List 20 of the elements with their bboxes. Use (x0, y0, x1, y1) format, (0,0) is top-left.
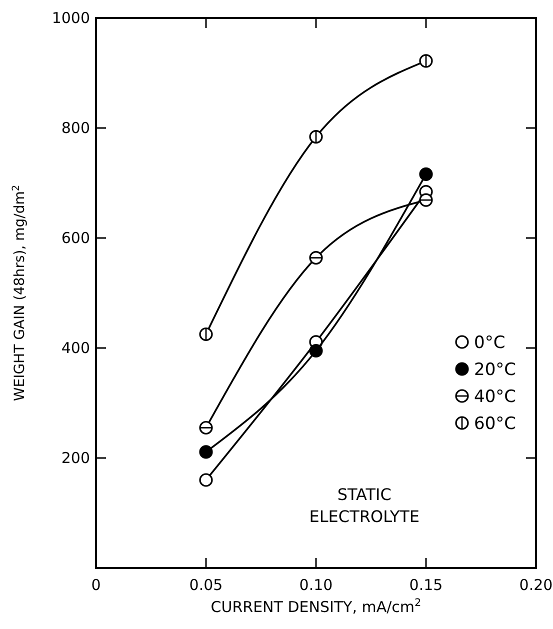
x-axis-title: CURRENT DENSITY, mA/cm$^{2}$ (210, 597, 422, 616)
point (309, 344, 323, 358)
x-tick-label: 0.10 (299, 576, 333, 594)
x-tick-label: 0.15 (409, 576, 443, 594)
legend-label: 0°C (474, 333, 506, 353)
y-tick-label: 200 (61, 449, 90, 467)
point (199, 473, 213, 487)
y-tick-label: 400 (61, 339, 90, 357)
x-tick-label: 0 (91, 576, 101, 594)
y-tick-label: 800 (61, 119, 90, 137)
x-tick-label: 0.05 (189, 576, 223, 594)
legend-label: 20°C (474, 360, 516, 380)
legend-label: 60°C (474, 414, 516, 434)
point (419, 167, 433, 181)
point (199, 445, 213, 459)
annotation: STATIC ELECTROLYTE (309, 485, 420, 526)
y-tick-label: 1000 (52, 9, 90, 27)
y-tick-label: 600 (61, 229, 90, 247)
legend-label: 40°C (474, 387, 516, 407)
x-tick-label: 0.20 (519, 576, 553, 594)
